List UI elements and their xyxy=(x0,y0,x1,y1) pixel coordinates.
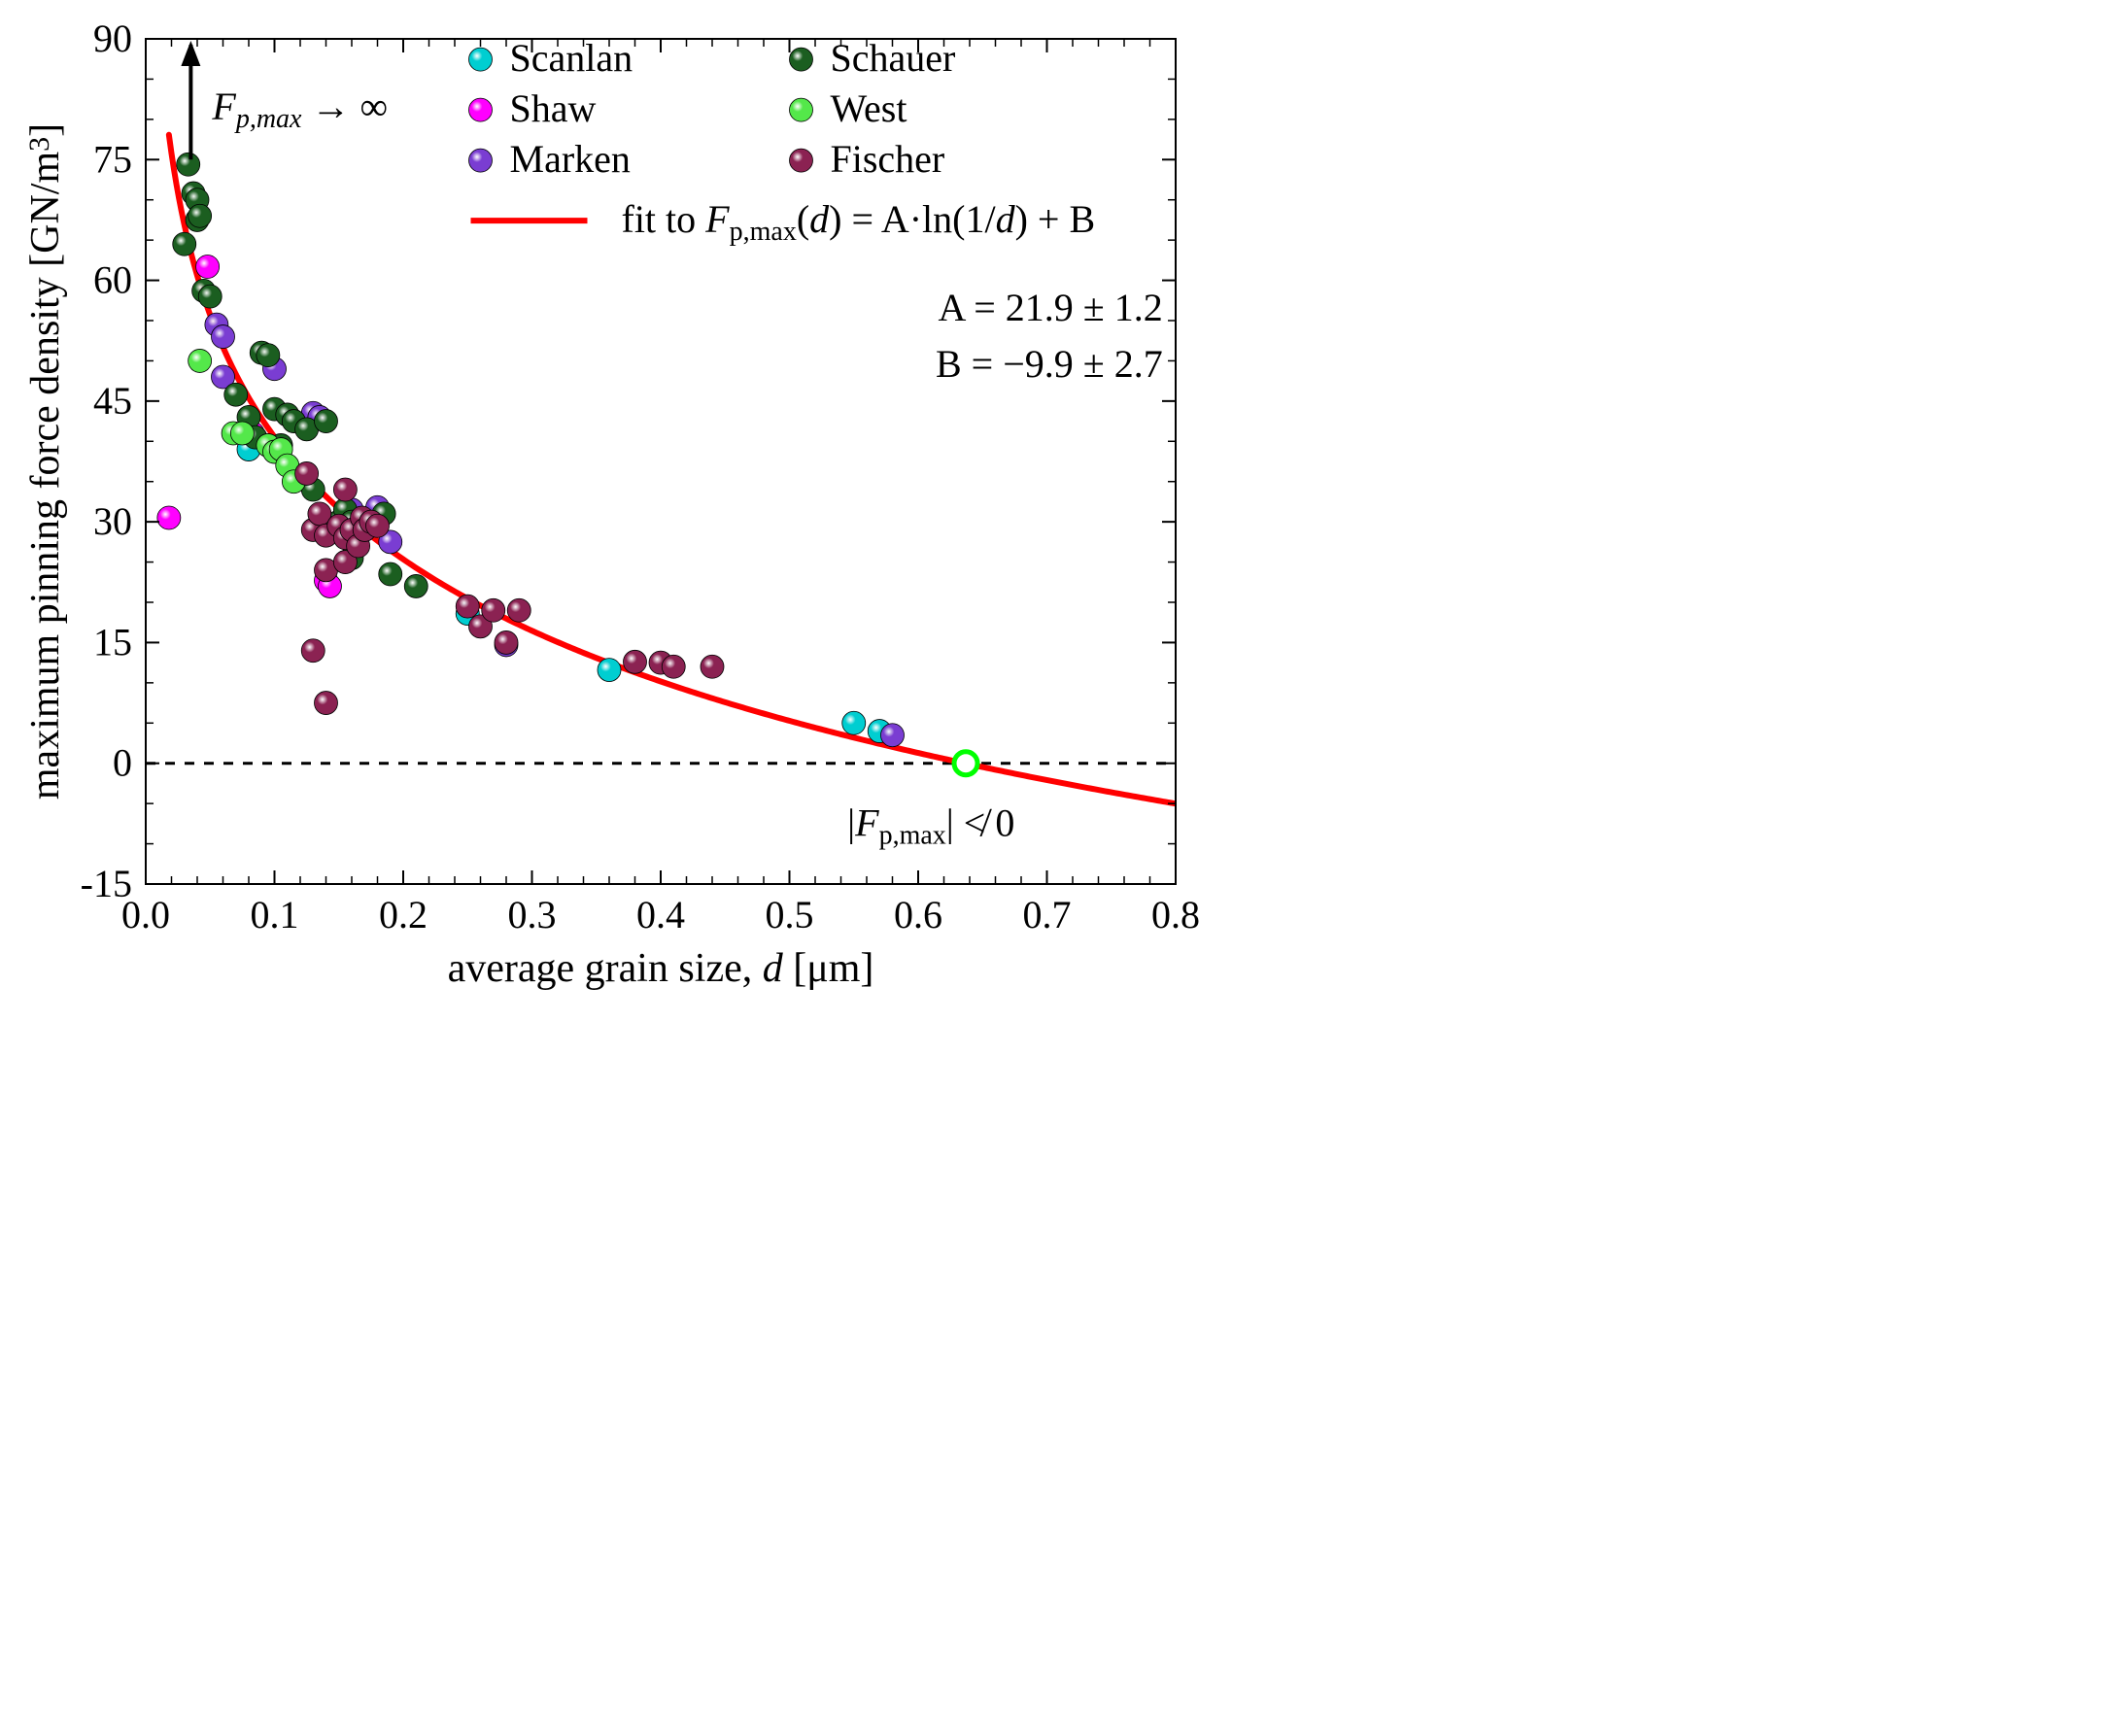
ytick-label: 75 xyxy=(93,137,132,181)
x-axis-label: average grain size, d [μm] xyxy=(448,946,874,991)
legend-label: Schauer xyxy=(831,36,956,80)
legend-marker xyxy=(790,48,813,71)
point-Scanlan xyxy=(842,711,866,734)
fit-param-B: B = −9.9 ± 2.7 xyxy=(936,342,1163,386)
legend-label: Marken xyxy=(510,137,631,181)
point-West xyxy=(188,349,212,372)
point-West xyxy=(230,422,254,445)
ytick-label: 15 xyxy=(93,620,132,664)
ytick-label: 90 xyxy=(93,19,132,60)
point-Fischer xyxy=(507,598,530,622)
scatter-chart: 0.00.10.20.30.40.50.60.70.8-150153045607… xyxy=(19,19,1224,1005)
point-Fischer xyxy=(301,639,325,663)
point-Schauer xyxy=(257,344,280,367)
point-Fischer xyxy=(315,692,338,715)
xtick-label: 0.4 xyxy=(636,893,685,936)
xtick-label: 0.6 xyxy=(894,893,942,936)
point-Fischer xyxy=(482,598,505,622)
legend-marker xyxy=(469,48,493,71)
ytick-label: 45 xyxy=(93,379,132,423)
legend-marker xyxy=(790,98,813,121)
y-axis-label: maximum pinning force density [GN/m3] xyxy=(23,123,68,800)
chart-svg: 0.00.10.20.30.40.50.60.70.8-150153045607… xyxy=(19,19,1224,1005)
xtick-label: 0.1 xyxy=(251,893,299,936)
legend-marker xyxy=(469,149,493,172)
xtick-label: 0.3 xyxy=(508,893,557,936)
ytick-label: 30 xyxy=(93,499,132,543)
xtick-label: 0.7 xyxy=(1023,893,1072,936)
legend-label: Scanlan xyxy=(510,36,633,80)
root-marker xyxy=(954,752,977,775)
point-Schauer xyxy=(173,232,196,255)
point-Schauer xyxy=(188,204,212,227)
point-Marken xyxy=(881,724,905,747)
legend-label: Shaw xyxy=(510,86,597,130)
point-Fischer xyxy=(495,630,518,654)
point-Schauer xyxy=(224,383,248,406)
point-Fischer xyxy=(456,595,479,618)
point-Fischer xyxy=(662,655,685,678)
point-Scanlan xyxy=(598,659,621,682)
point-Shaw xyxy=(157,506,181,529)
point-Fischer xyxy=(624,650,647,673)
legend-label: West xyxy=(831,86,907,130)
point-Fischer xyxy=(701,655,724,678)
ytick-label: 60 xyxy=(93,258,132,302)
xtick-label: 0.2 xyxy=(379,893,428,936)
point-Schauer xyxy=(198,285,222,308)
ytick-label: -15 xyxy=(81,862,132,905)
point-Schauer xyxy=(177,153,200,176)
legend-marker xyxy=(469,98,493,121)
legend-label: Fischer xyxy=(831,137,945,181)
point-Schauer xyxy=(379,562,402,586)
legend-marker xyxy=(790,149,813,172)
ytick-label: 0 xyxy=(113,741,132,785)
point-Fischer xyxy=(333,478,357,501)
point-Schauer xyxy=(315,410,338,433)
point-Fischer xyxy=(295,461,319,485)
point-Marken xyxy=(212,325,235,349)
xtick-label: 0.8 xyxy=(1151,893,1200,936)
point-Fischer xyxy=(366,514,390,537)
point-Schauer xyxy=(404,574,428,597)
fit-param-A: A = 21.9 ± 1.2 xyxy=(939,286,1163,329)
point-Shaw xyxy=(196,255,220,278)
xtick-label: 0.5 xyxy=(766,893,814,936)
legend-fit-label: fit to Fp,max(d) = A·ln(1/d) + B xyxy=(622,197,1096,247)
